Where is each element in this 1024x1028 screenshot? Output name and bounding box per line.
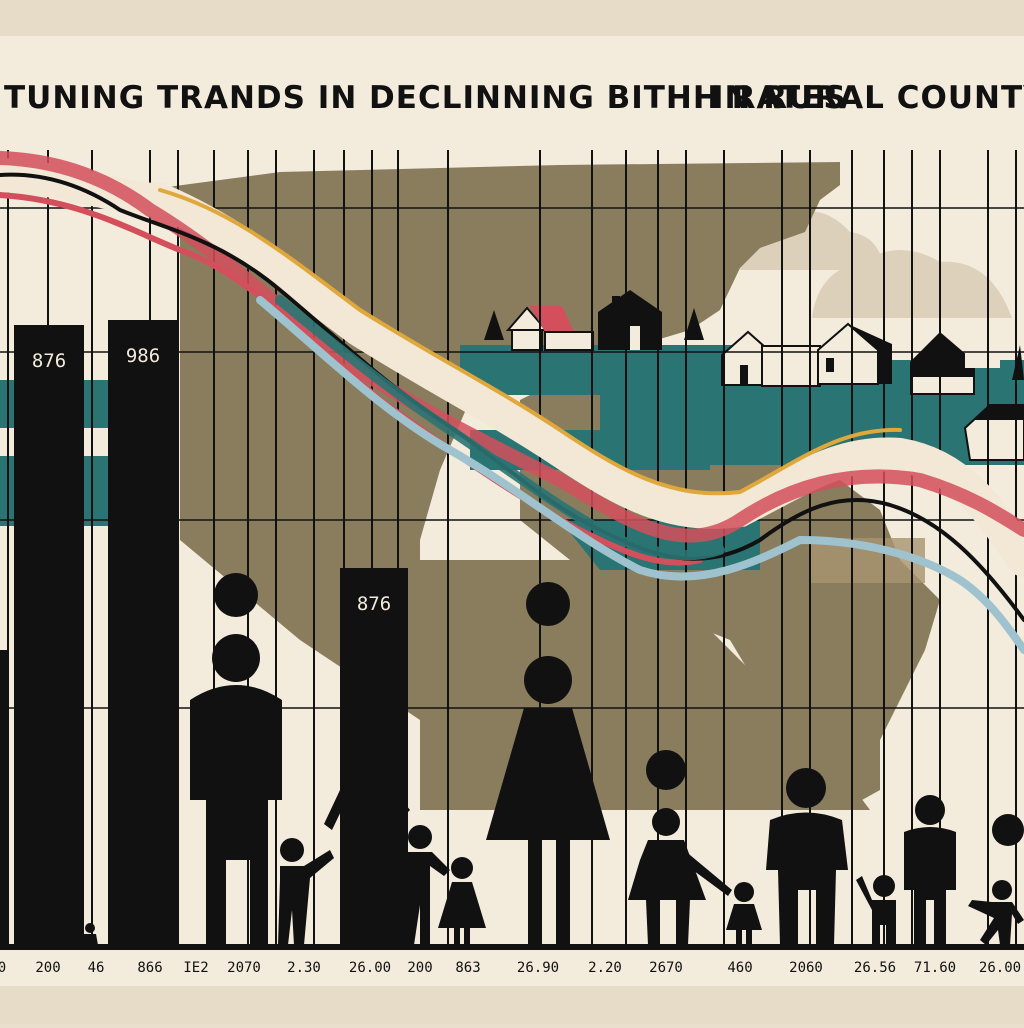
girl-figure-icon <box>726 882 762 945</box>
family-figures <box>82 573 1024 945</box>
x-tick-label: 200 <box>35 960 60 976</box>
gold-band <box>158 188 902 496</box>
tree-icon <box>484 308 1024 380</box>
bar-value-label: 876 <box>357 593 391 615</box>
trend-bands <box>0 151 1024 654</box>
bar-value-label: 986 <box>126 345 160 367</box>
child-figure-icon <box>404 825 450 945</box>
child-figure-icon <box>968 814 1024 945</box>
bar-edge <box>0 650 8 944</box>
man-figure-icon <box>190 573 282 945</box>
x-tick-label: 2670 <box>649 960 683 976</box>
x-tick-label: 2060 <box>789 960 823 976</box>
girl-figure-icon <box>628 750 732 945</box>
house-icon <box>505 306 594 351</box>
house-icon <box>963 404 1024 461</box>
chart-title-left: TUNING TRANDS IN DECLINNING BITHH RATES <box>4 80 847 116</box>
house-icon <box>910 332 1000 395</box>
x-tick-label: 2.20 <box>588 960 622 976</box>
x-tick-label: 26.00 <box>979 960 1021 976</box>
child-figure-icon <box>856 875 896 945</box>
man-figure-icon <box>904 795 956 945</box>
x-tick-label: 26.90 <box>517 960 559 976</box>
man-figure-icon <box>766 768 848 945</box>
woman-figure-icon <box>486 582 610 945</box>
child-figure-icon <box>278 838 334 945</box>
x-tick-label: 0 <box>0 960 6 976</box>
adult-figure-icon <box>324 755 410 945</box>
x-tick-label: 26.00 <box>349 960 391 976</box>
bar <box>14 325 84 944</box>
tiny-child-icon <box>82 923 98 945</box>
girl-figure-icon <box>438 857 486 945</box>
red-band <box>0 151 1024 543</box>
x-tick-label: 460 <box>727 960 752 976</box>
x-tick-label: 866 <box>137 960 162 976</box>
house-icon <box>598 290 662 350</box>
chart-title-right: IN RURAL COUNTYS <box>712 80 1024 116</box>
bar <box>108 320 178 944</box>
x-tick-label: 26.56 <box>854 960 896 976</box>
house-icon <box>817 322 892 385</box>
x-tick-label: 71.60 <box>914 960 956 976</box>
x-tick-labels: 0 200 46 866 IE2 2070 2.30 26.00 200 863 26.90 2.20… <box>0 960 1021 976</box>
x-tick-label: IE2 <box>183 960 208 976</box>
x-tick-label: 2.30 <box>287 960 321 976</box>
bar-value-label: 876 <box>32 350 66 372</box>
lightblue-band <box>256 296 1024 654</box>
cream-band <box>0 158 1024 577</box>
teal-ribbon <box>275 295 725 561</box>
x-tick-label: 200 <box>407 960 432 976</box>
x-axis-line <box>0 944 1024 950</box>
x-tick-label: 863 <box>455 960 480 976</box>
chart-title: TUNING TRANDS IN DECLINNING BITHH RATES … <box>0 80 1024 130</box>
x-tick-label: 46 <box>88 960 105 976</box>
x-tick-label: 2070 <box>227 960 261 976</box>
